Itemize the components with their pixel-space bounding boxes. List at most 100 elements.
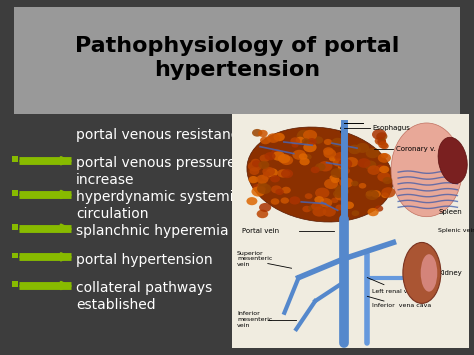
Ellipse shape [331, 198, 338, 203]
Ellipse shape [278, 154, 290, 163]
Ellipse shape [247, 127, 393, 222]
Ellipse shape [257, 186, 266, 192]
Text: Esophagus: Esophagus [372, 125, 410, 131]
Ellipse shape [345, 157, 358, 167]
Ellipse shape [299, 153, 308, 160]
Ellipse shape [323, 147, 334, 155]
Ellipse shape [311, 202, 322, 210]
Ellipse shape [331, 138, 344, 147]
Ellipse shape [307, 138, 317, 145]
Ellipse shape [262, 167, 275, 176]
Ellipse shape [340, 167, 350, 175]
Ellipse shape [403, 242, 441, 304]
Text: circulation: circulation [76, 207, 148, 221]
Ellipse shape [282, 187, 291, 193]
Ellipse shape [381, 192, 389, 198]
Ellipse shape [263, 171, 270, 176]
Text: collateral pathways: collateral pathways [76, 281, 212, 295]
Ellipse shape [271, 149, 281, 156]
Text: Spleen: Spleen [438, 209, 462, 215]
Ellipse shape [256, 175, 268, 184]
Ellipse shape [438, 137, 467, 184]
Ellipse shape [383, 177, 392, 184]
Ellipse shape [335, 191, 347, 201]
Ellipse shape [292, 142, 299, 148]
Ellipse shape [356, 143, 369, 153]
Ellipse shape [281, 169, 293, 178]
Ellipse shape [371, 190, 381, 198]
Ellipse shape [256, 210, 268, 218]
Ellipse shape [344, 202, 354, 209]
FancyBboxPatch shape [14, 7, 460, 114]
Ellipse shape [257, 182, 265, 188]
Bar [12, 252, 18, 258]
Ellipse shape [305, 193, 312, 199]
Ellipse shape [275, 189, 284, 195]
Ellipse shape [270, 175, 280, 182]
Ellipse shape [333, 158, 344, 166]
Ellipse shape [252, 129, 263, 137]
Ellipse shape [333, 190, 344, 198]
Ellipse shape [302, 206, 311, 212]
Ellipse shape [381, 153, 388, 158]
Ellipse shape [258, 130, 268, 137]
Ellipse shape [359, 183, 366, 189]
Ellipse shape [292, 150, 306, 160]
Ellipse shape [303, 142, 317, 152]
Ellipse shape [303, 130, 317, 140]
Ellipse shape [323, 149, 336, 158]
Ellipse shape [365, 148, 380, 158]
Ellipse shape [331, 177, 340, 183]
Ellipse shape [338, 159, 352, 169]
Ellipse shape [351, 181, 358, 186]
Ellipse shape [267, 133, 280, 143]
Ellipse shape [277, 169, 289, 178]
Text: Superior
mesenteric
vein: Superior mesenteric vein [237, 251, 273, 267]
Ellipse shape [333, 185, 340, 190]
Text: Inferior
mesenteric
vein: Inferior mesenteric vein [237, 311, 273, 328]
Ellipse shape [302, 138, 310, 144]
Ellipse shape [378, 141, 388, 148]
Text: Splenic vein: Splenic vein [438, 228, 474, 233]
Ellipse shape [420, 254, 437, 292]
Text: Pathophysiology of portal
hypertension: Pathophysiology of portal hypertension [75, 36, 399, 80]
Ellipse shape [271, 185, 282, 193]
Ellipse shape [372, 129, 386, 140]
Ellipse shape [281, 197, 289, 204]
Ellipse shape [251, 186, 265, 197]
Ellipse shape [308, 205, 315, 211]
Ellipse shape [259, 203, 271, 212]
Ellipse shape [258, 181, 267, 187]
Text: Portal vein: Portal vein [242, 228, 279, 234]
Ellipse shape [300, 158, 310, 165]
Ellipse shape [319, 198, 332, 208]
Text: increase: increase [76, 173, 134, 187]
Ellipse shape [357, 158, 371, 168]
Ellipse shape [376, 164, 386, 172]
Ellipse shape [248, 176, 258, 183]
Ellipse shape [296, 137, 305, 143]
Text: portal venous pressure: portal venous pressure [76, 157, 236, 170]
Ellipse shape [377, 138, 386, 145]
Text: hyperdynamic systemic: hyperdynamic systemic [76, 190, 241, 204]
Ellipse shape [246, 197, 257, 205]
Ellipse shape [313, 136, 323, 144]
Ellipse shape [338, 165, 346, 170]
Ellipse shape [297, 130, 310, 140]
Ellipse shape [324, 139, 332, 145]
Ellipse shape [330, 168, 344, 178]
Ellipse shape [336, 204, 344, 211]
Bar [12, 190, 18, 196]
Ellipse shape [297, 132, 309, 141]
Ellipse shape [248, 161, 262, 171]
Ellipse shape [249, 168, 259, 175]
Ellipse shape [335, 186, 349, 197]
Ellipse shape [365, 190, 379, 200]
Ellipse shape [377, 172, 391, 182]
Text: Coronary v.: Coronary v. [396, 146, 436, 152]
Ellipse shape [367, 208, 379, 216]
Ellipse shape [391, 123, 462, 217]
Text: portal venous resistance: portal venous resistance [76, 128, 246, 142]
Ellipse shape [378, 153, 391, 163]
Ellipse shape [311, 166, 320, 173]
